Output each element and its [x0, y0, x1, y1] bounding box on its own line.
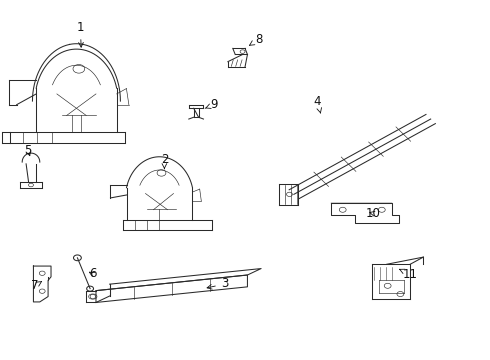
- Text: 8: 8: [249, 33, 262, 46]
- Text: 3: 3: [207, 278, 228, 291]
- Text: 5: 5: [24, 144, 32, 157]
- Text: 10: 10: [366, 207, 380, 220]
- Text: 2: 2: [161, 153, 168, 168]
- Text: 6: 6: [89, 267, 97, 280]
- Text: 11: 11: [400, 268, 417, 281]
- Text: 1: 1: [76, 21, 84, 47]
- Text: 9: 9: [205, 98, 218, 111]
- Text: 4: 4: [314, 95, 321, 113]
- Text: 7: 7: [31, 279, 42, 292]
